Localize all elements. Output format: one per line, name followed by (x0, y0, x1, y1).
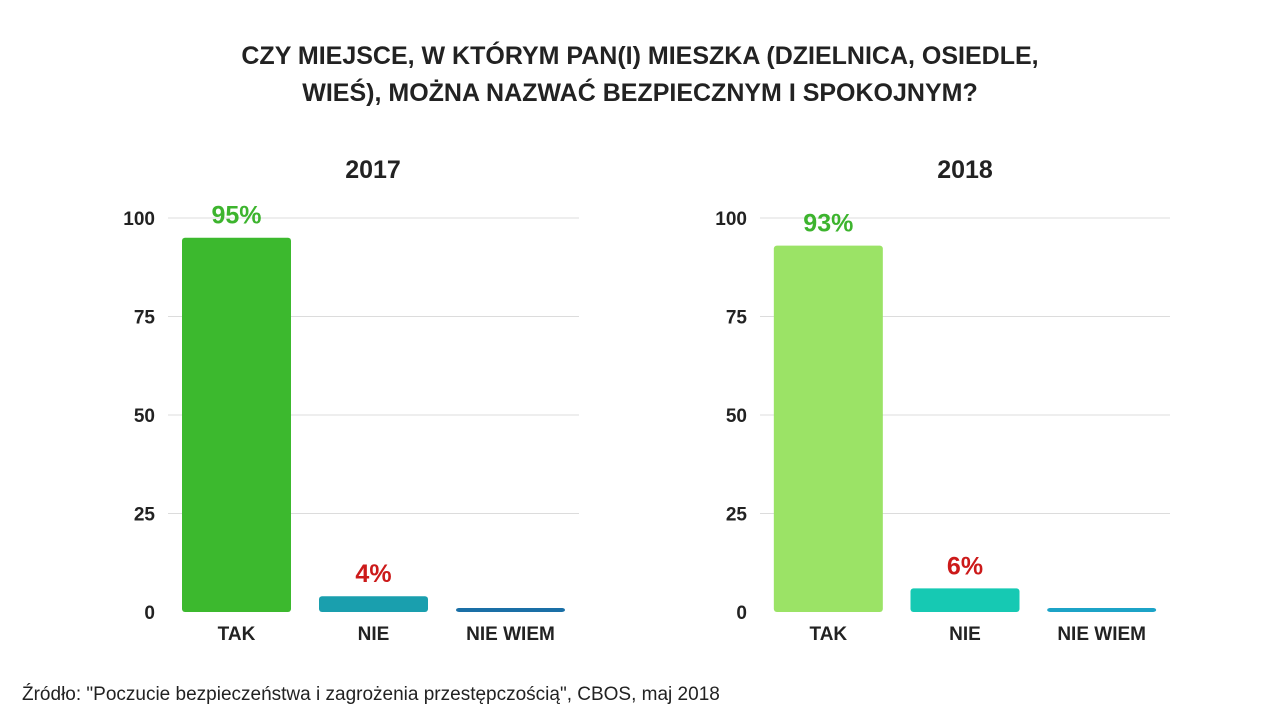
chart-1-category-2: NIE WIEM (1057, 624, 1146, 645)
chart-1-category-1: NIE (949, 624, 981, 645)
chart-0-ytick-0: 0 (144, 603, 155, 624)
chart-0-bar-0 (182, 237, 291, 612)
chart-1-value-label-0: 93% (803, 210, 853, 238)
chart-0-category-2: NIE WIEM (466, 624, 555, 645)
chart-0-ytick-4: 100 (123, 209, 155, 230)
chart-0-bar-2 (456, 608, 565, 612)
chart-1-ytick-4: 100 (715, 209, 747, 230)
chart-0-value-label-0: 95% (211, 202, 261, 230)
chart-1-bar-1 (910, 588, 1020, 612)
chart-1-category-0: TAK (810, 624, 848, 645)
chart-1-ytick-0: 0 (736, 603, 747, 624)
chart-1-bar-2 (1047, 608, 1157, 612)
chart-0-category-1: NIE (358, 624, 390, 645)
chart-1-title: 2018 (937, 156, 993, 184)
chart-0-ytick-3: 75 (134, 308, 156, 329)
chart-1-ytick-1: 25 (726, 505, 748, 526)
chart-1-ytick-3: 75 (726, 308, 748, 329)
chart-0-ytick-2: 50 (134, 406, 155, 427)
chart-0-bar-1 (319, 596, 428, 612)
title-line-1: CZY MIEJSCE, W KTÓRYM PAN(I) MIESZKA (DZ… (241, 42, 1039, 70)
chart-1-bar-0 (773, 245, 883, 612)
chart-0-value-label-1: 4% (355, 560, 391, 588)
chart-0-title: 2017 (345, 156, 401, 184)
chart-0-ytick-1: 25 (134, 505, 156, 526)
title-line-2: WIEŚ), MOŻNA NAZWAĆ BEZPIECZNYM I SPOKOJ… (302, 79, 978, 107)
chart-1-value-label-1: 6% (947, 552, 983, 580)
chart-1-ytick-2: 50 (726, 406, 747, 427)
chart-0-category-0: TAK (218, 624, 256, 645)
source-note: Źródło: "Poczucie bezpieczeństwa i zagro… (22, 684, 720, 705)
chart-main-title: CZY MIEJSCE, W KTÓRYM PAN(I) MIESZKA (DZ… (190, 38, 1090, 112)
